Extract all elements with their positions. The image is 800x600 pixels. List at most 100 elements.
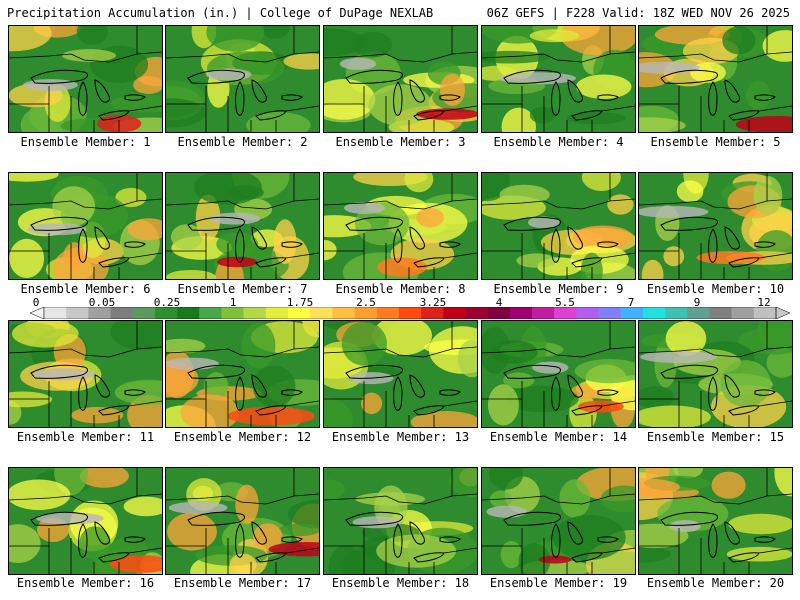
ensemble-member-panel [481,25,636,133]
ensemble-member-panel [638,25,793,133]
ensemble-member-panel [323,467,478,575]
ensemble-member-label: Ensemble Member: 13 [331,430,470,444]
colorbar-tick-label: 4 [495,296,503,309]
colorbar-swatch [88,307,111,319]
colorbar-swatch [509,307,533,319]
colorbar-tick-label: 7 [627,296,635,309]
colorbar-swatch [332,307,355,319]
colorbar-swatch [110,307,134,319]
ensemble-member-label: Ensemble Member: 2 [177,135,308,149]
ensemble-member-label: Ensemble Member: 10 [646,282,785,296]
colorbar-tick-label: 0.25 [153,296,181,309]
colorbar-swatch [154,307,178,319]
model-run-info: 06Z GEFS | F228 Valid: 18Z WED NOV 26 20… [486,6,790,20]
colorbar-tick-label: 1.75 [286,296,314,309]
precipitation-map [166,173,319,279]
colorbar-swatch [398,307,422,319]
colorbar-swatch [376,307,400,319]
colorbar-swatch [576,307,599,319]
colorbar-swatch [310,307,333,319]
colorbar-swatch [354,307,378,319]
precipitation-map [324,26,477,132]
ensemble-member-label: Ensemble Member: 6 [20,282,151,296]
colorbar-tick-label: 3.25 [419,296,447,309]
ensemble-member-label: Ensemble Member: 17 [173,576,312,590]
ensemble-member-panel [323,320,478,428]
colorbar-swatch [199,307,222,319]
ensemble-member-panel [8,467,163,575]
colorbar-swatch [177,307,200,319]
colorbar-tick-label: 9 [693,296,701,309]
ensemble-member-label: Ensemble Member: 11 [16,430,155,444]
ensemble-member-panel [165,467,320,575]
precipitation-map [166,468,319,574]
colorbar-swatch [554,307,577,319]
colorbar-swatch [288,307,311,319]
ensemble-member-panel [481,172,636,280]
colorbar-swatch [265,307,289,319]
colorbar-tick-label: 0.05 [88,296,116,309]
precipitation-map [482,321,635,427]
precipitation-map [482,173,635,279]
colorbar-swatch [421,307,444,319]
colorbar-tick-label: 12 [757,296,771,309]
colorbar-tick-label: 5.5 [555,296,575,309]
precipitation-colorbar [30,307,790,319]
colorbar-swatch [132,307,156,319]
colorbar-swatch [66,307,89,319]
ensemble-member-label: Ensemble Member: 8 [335,282,466,296]
colorbar-swatch [443,307,466,319]
precipitation-map [324,321,477,427]
colorbar-swatch [642,307,666,319]
ensemble-member-label: Ensemble Member: 4 [493,135,624,149]
ensemble-member-label: Ensemble Member: 12 [173,430,312,444]
ensemble-member-panel [8,25,163,133]
ensemble-member-panel [165,25,320,133]
precipitation-map [9,321,162,427]
precipitation-map [9,173,162,279]
colorbar-swatch [687,307,710,319]
colorbar-swatch [44,307,67,319]
precipitation-map [482,468,635,574]
colorbar-swatch [620,307,644,319]
colorbar-swatch [665,307,688,319]
precipitation-map [324,173,477,279]
colorbar-tick-label: 2.5 [356,296,376,309]
colorbar-tick-label: 1 [229,296,237,309]
colorbar-swatch [532,307,555,319]
ensemble-member-panel [638,320,793,428]
colorbar-tick-label: 0 [32,296,40,309]
ensemble-member-panel [638,467,793,575]
ensemble-member-label: Ensemble Member: 3 [335,135,466,149]
colorbar-swatch [221,307,244,319]
precipitation-map [9,468,162,574]
precipitation-map [324,468,477,574]
ensemble-member-panel [481,320,636,428]
ensemble-member-panel [638,172,793,280]
ensemble-member-label: Ensemble Member: 19 [489,576,628,590]
ensemble-member-label: Ensemble Member: 20 [646,576,785,590]
colorbar-swatch [487,307,511,319]
precipitation-map [639,26,792,132]
colorbar-swatch [598,307,622,319]
ensemble-member-panel [323,172,478,280]
precipitation-map [639,321,792,427]
precipitation-map [482,26,635,132]
colorbar-swatch [465,307,488,319]
ensemble-member-panel [165,320,320,428]
ensemble-member-panel [481,467,636,575]
ensemble-member-label: Ensemble Member: 18 [331,576,470,590]
ensemble-member-label: Ensemble Member: 14 [489,430,628,444]
ensemble-member-label: Ensemble Member: 15 [646,430,785,444]
ensemble-member-label: Ensemble Member: 5 [650,135,781,149]
colorbar-swatch [243,307,267,319]
ensemble-member-panel [8,172,163,280]
colorbar-swatch [709,307,732,319]
precipitation-map [9,26,162,132]
colorbar-max-arrow [775,307,790,319]
precipitation-map [166,26,319,132]
ensemble-member-label: Ensemble Member: 16 [16,576,155,590]
ensemble-member-panel [8,320,163,428]
precipitation-map [166,321,319,427]
map-title: Precipitation Accumulation (in.) | Colle… [7,6,434,20]
